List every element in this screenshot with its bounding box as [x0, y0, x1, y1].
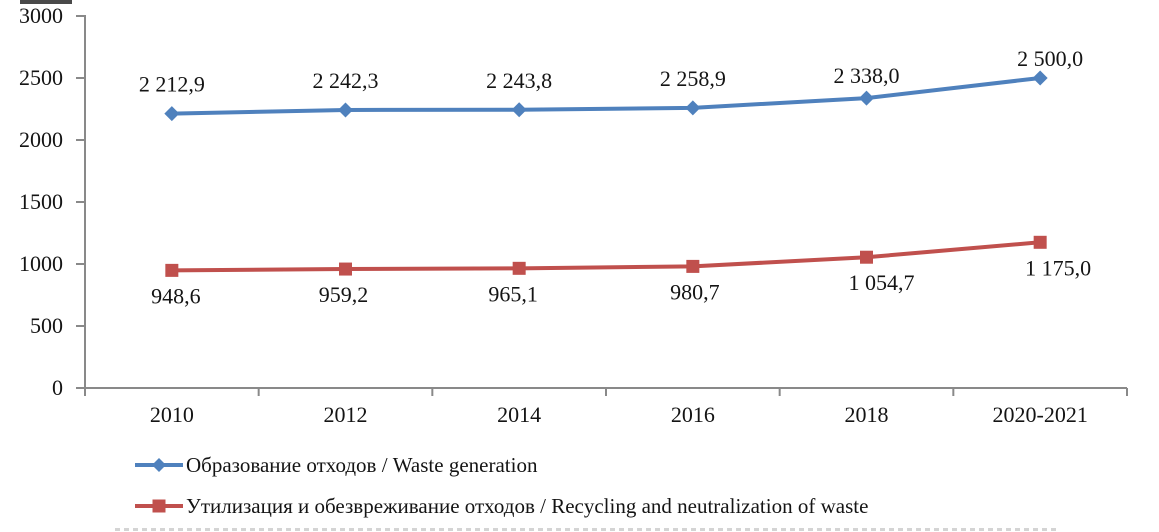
data-point-marker-diamond	[859, 90, 874, 106]
data-point-label: 980,7	[670, 279, 720, 304]
data-point-label: 1 175,0	[1025, 255, 1091, 280]
y-axis-tick-label: 2000	[19, 127, 63, 152]
chart-svg: 0 500 1000 1500 2000 2500 3000 2010 2012 2014 2016…	[19, 3, 1128, 427]
y-axis-tick-label: 500	[30, 313, 63, 338]
data-point-label: 2 258,9	[660, 66, 726, 91]
legend-item-waste-generation: Образование отходов / Waste generation	[135, 453, 1135, 477]
series-line-0	[169, 76, 1043, 116]
legend-marker-diamond	[152, 458, 166, 472]
x-axis-tick-label: 2020-2021	[993, 402, 1088, 427]
data-point-label: 965,1	[488, 281, 538, 306]
x-axis-tick-label: 2016	[671, 402, 715, 427]
data-point-label: 1 054,7	[849, 270, 915, 295]
chart-legend: Образование отходов / Waste generation У…	[135, 453, 1135, 532]
data-point-marker-square	[1033, 235, 1047, 249]
crop-artifact-top	[20, 0, 72, 4]
data-point-marker-diamond	[1032, 70, 1048, 86]
data-point-label: 2 212,9	[139, 72, 205, 97]
legend-icon-1	[135, 499, 183, 513]
crop-artifact-bottom	[115, 528, 1060, 531]
data-point-label: 2 338,0	[834, 63, 900, 88]
series-line-1	[169, 240, 1043, 273]
data-point-marker-diamond	[164, 106, 180, 122]
y-axis-tick-label: 0	[52, 375, 63, 400]
data-point-marker-square	[165, 263, 179, 277]
data-point-marker-diamond	[685, 100, 701, 116]
x-axis-tick-label: 2018	[845, 402, 889, 427]
data-point-label: 2 242,3	[313, 68, 379, 93]
data-point-label: 2 500,0	[1017, 46, 1083, 71]
data-point-marker-square	[339, 262, 352, 276]
data-point-label: 2 243,8	[486, 68, 552, 93]
data-point-marker-diamond	[511, 102, 527, 118]
legend-icon-0	[135, 458, 183, 472]
data-point-marker-square	[686, 259, 700, 273]
y-axis-tick-label: 2500	[19, 65, 63, 90]
x-axis-tick-label: 2010	[150, 402, 194, 427]
legend-item-recycling: Утилизация и обезвреживание отходов / Re…	[135, 494, 1135, 518]
data-point-marker-diamond	[338, 102, 353, 118]
x-axis-tick-label: 2012	[324, 402, 368, 427]
data-point-marker-square	[860, 250, 873, 264]
data-point-label: 959,2	[319, 282, 369, 307]
y-axis-tick-label: 1500	[19, 189, 63, 214]
legend-label-recycling: Утилизация и обезвреживание отходов / Re…	[186, 493, 869, 518]
legend-label-waste-generation: Образование отходов / Waste generation	[186, 452, 538, 477]
x-axis-tick-label: 2014	[497, 402, 541, 427]
data-point-marker-square	[512, 261, 526, 275]
y-axis-tick-label: 3000	[19, 3, 63, 28]
data-point-label: 948,6	[151, 283, 201, 308]
legend-marker-square	[152, 499, 166, 513]
y-axis-tick-label: 1000	[19, 251, 63, 276]
